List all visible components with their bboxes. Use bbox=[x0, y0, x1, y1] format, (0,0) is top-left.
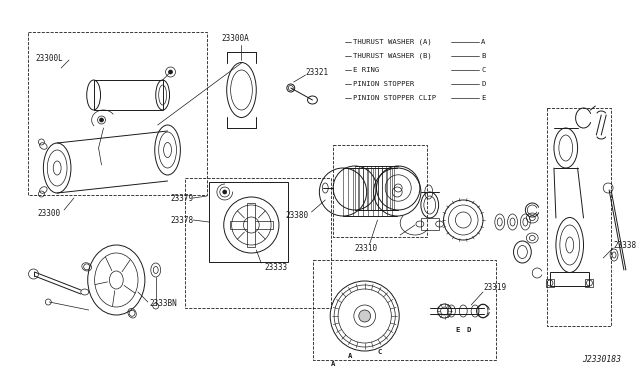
Text: J2330183: J2330183 bbox=[582, 356, 621, 365]
Bar bbox=[186, 178, 331, 308]
Text: E: E bbox=[455, 327, 460, 333]
Text: A: A bbox=[348, 353, 352, 359]
Text: THURUST WASHER (A): THURUST WASHER (A) bbox=[353, 39, 431, 45]
Bar bbox=[547, 108, 611, 326]
Text: 23321: 23321 bbox=[305, 67, 329, 77]
Ellipse shape bbox=[359, 310, 371, 322]
Text: 23300A: 23300A bbox=[222, 33, 250, 42]
Bar bbox=[230, 221, 273, 229]
Text: PINION STOPPER: PINION STOPPER bbox=[353, 81, 414, 87]
Circle shape bbox=[100, 118, 104, 122]
Circle shape bbox=[168, 70, 173, 74]
Text: C: C bbox=[481, 67, 485, 73]
Text: 23379: 23379 bbox=[170, 193, 193, 202]
Bar bbox=[209, 182, 288, 262]
Text: THURUST WASHER (B): THURUST WASHER (B) bbox=[353, 53, 431, 59]
Text: E: E bbox=[481, 95, 485, 101]
Text: A: A bbox=[331, 361, 335, 367]
Bar bbox=[314, 260, 496, 360]
Bar bbox=[550, 272, 589, 286]
Text: D: D bbox=[466, 327, 470, 333]
Circle shape bbox=[223, 190, 227, 194]
Text: 23338: 23338 bbox=[613, 241, 636, 250]
Text: 23378: 23378 bbox=[170, 215, 193, 224]
Text: 23310: 23310 bbox=[355, 244, 378, 253]
Text: 23333: 23333 bbox=[264, 263, 287, 273]
Text: 23300: 23300 bbox=[38, 208, 61, 218]
Bar bbox=[28, 32, 207, 195]
Text: A: A bbox=[481, 39, 485, 45]
Text: B: B bbox=[481, 53, 485, 59]
Bar bbox=[421, 218, 438, 230]
Bar bbox=[248, 203, 255, 247]
Bar bbox=[333, 145, 427, 237]
Text: 23319: 23319 bbox=[483, 283, 506, 292]
Text: 23300L: 23300L bbox=[35, 54, 63, 62]
Text: D: D bbox=[481, 81, 485, 87]
Text: 23380: 23380 bbox=[286, 211, 309, 219]
Bar bbox=[546, 279, 554, 287]
Text: PINION STOPPER CLIP: PINION STOPPER CLIP bbox=[353, 95, 436, 101]
Text: E RING: E RING bbox=[353, 67, 379, 73]
Bar bbox=[586, 279, 593, 287]
Text: 2333BN: 2333BN bbox=[150, 298, 177, 308]
Text: C: C bbox=[378, 349, 381, 355]
Bar bbox=[93, 80, 163, 110]
